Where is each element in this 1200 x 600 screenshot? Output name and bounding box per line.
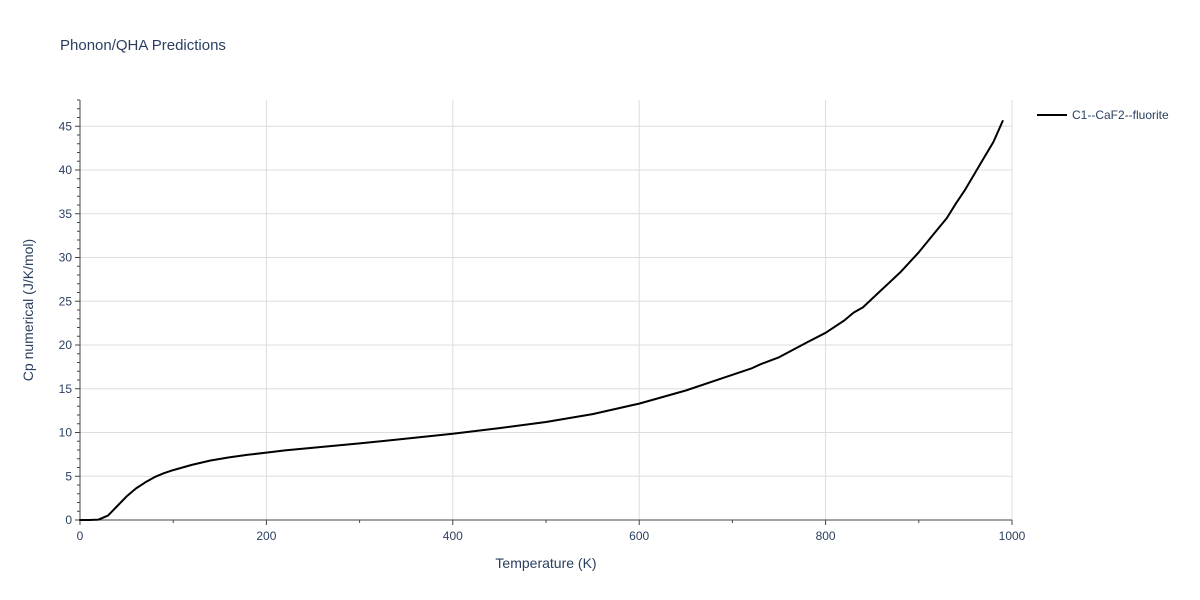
x-tick-label: 400: [443, 529, 463, 543]
grid-layer: [80, 100, 1013, 520]
series-line: [79, 120, 1004, 521]
y-tick-label: 10: [59, 426, 73, 440]
y-axis-title: Cp numerical (J/K/mol): [20, 239, 36, 381]
x-axis-title: Temperature (K): [495, 555, 596, 571]
y-tick-label: 20: [59, 338, 73, 352]
x-tick-label: 600: [629, 529, 649, 543]
y-tick-label: 0: [65, 513, 72, 527]
axes-layer: 0 200 400 600 800 1000 0 5 10 15 20 25 30 35 40 45: [59, 99, 1026, 543]
y-tick-label: 5: [65, 469, 72, 483]
x-tick-label: 200: [256, 529, 276, 543]
legend[interactable]: C1--CaF2--fluorite: [1037, 108, 1169, 122]
x-tick-label: 1000: [999, 529, 1026, 543]
y-tick-label: 40: [59, 163, 73, 177]
y-tick-label: 35: [59, 207, 73, 221]
y-tick-label: 45: [59, 119, 73, 133]
y-tick-label: 25: [59, 294, 73, 308]
y-tick-label: 15: [59, 382, 73, 396]
x-tick-label: 0: [77, 529, 84, 543]
x-tick-label: 800: [816, 529, 836, 543]
chart-title: Phonon/QHA Predictions: [60, 37, 226, 54]
series-layer: [79, 120, 1004, 521]
legend-label: C1--CaF2--fluorite: [1072, 108, 1169, 122]
y-tick-label: 30: [59, 251, 73, 265]
